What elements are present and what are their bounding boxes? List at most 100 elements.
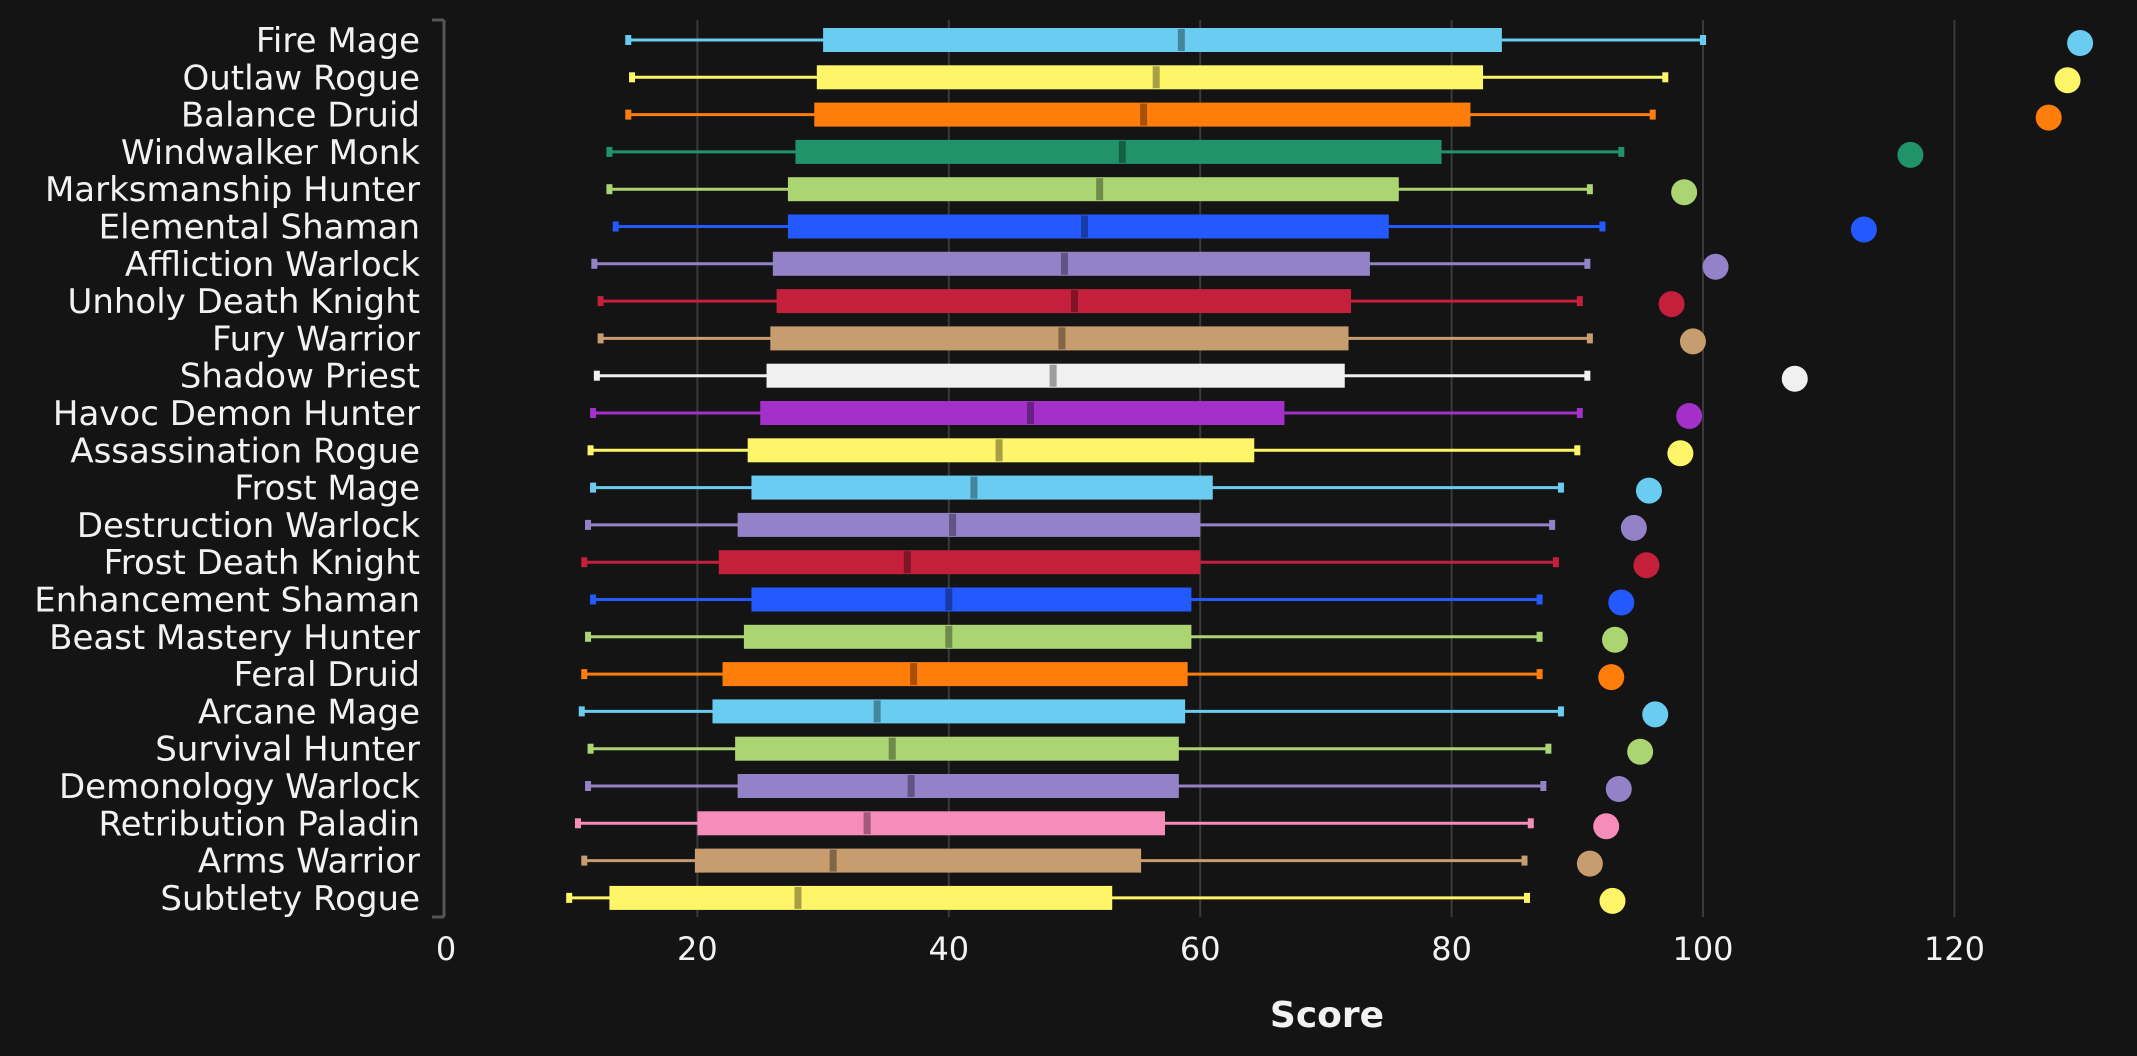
box-iqr [814, 102, 1471, 127]
box-iqr [743, 624, 1192, 649]
grid-lines [696, 20, 1956, 917]
median-marker [1081, 215, 1089, 238]
whisker-max-cap [1552, 557, 1559, 568]
outlier-point [1599, 887, 1626, 914]
category-label: Havoc Demon Hunter [53, 394, 420, 434]
category-label: Beast Mastery Hunter [49, 618, 420, 658]
box-row [591, 251, 1729, 280]
whisker-max-cap [1586, 184, 1593, 195]
box-iqr [722, 662, 1188, 687]
median-marker [970, 476, 978, 499]
box-iqr [718, 550, 1201, 575]
median-marker [873, 700, 881, 723]
whisker-max-cap [1536, 594, 1543, 605]
whisker-max-cap [1557, 706, 1564, 717]
outlier-point [2054, 67, 2081, 94]
outlier-point [1605, 776, 1632, 802]
box-row [625, 28, 2094, 56]
x-axis-title: Score [1270, 995, 1384, 1036]
whisker-max-cap [1540, 781, 1547, 791]
median-marker [995, 439, 1003, 462]
median-marker [888, 737, 896, 760]
category-label: Frost Death Knight [104, 543, 420, 583]
x-tick-label: 0 [436, 930, 456, 968]
whisker-min-cap [566, 892, 573, 903]
outlier-point [1850, 216, 1877, 243]
box-row [590, 587, 1635, 616]
category-label: Assassination Rogue [70, 431, 420, 471]
box-iqr [787, 177, 1399, 202]
whisker-min-cap [625, 35, 632, 45]
whisker-max-cap [1574, 445, 1581, 456]
whisker-min-cap [597, 296, 604, 307]
outlier-point [1598, 664, 1625, 691]
box-iqr [694, 848, 1142, 873]
box-iqr [712, 699, 1186, 724]
box-row [581, 662, 1625, 691]
y-axis [432, 18, 446, 919]
outlier-point [1667, 440, 1694, 467]
box-row [581, 550, 1660, 579]
box-iqr [697, 811, 1166, 836]
category-label: Balance Druid [181, 96, 420, 136]
box-iqr [772, 251, 1370, 276]
box-row [585, 512, 1647, 541]
median-marker [1118, 140, 1126, 163]
box-row [593, 363, 1808, 392]
whisker-min-cap [581, 557, 588, 568]
whisker-max-cap [1521, 855, 1528, 866]
category-label: Windwalker Monk [121, 133, 420, 173]
median-marker [1152, 66, 1160, 89]
box-iqr [735, 736, 1179, 761]
whisker-min-cap [591, 258, 598, 269]
box-iqr [823, 28, 1502, 52]
whisker-min-cap [590, 594, 597, 605]
median-marker [1049, 364, 1057, 387]
whisker-min-cap [585, 781, 592, 791]
box-iqr [609, 885, 1113, 910]
whisker-min-cap [585, 519, 592, 530]
whisker-min-cap [593, 370, 600, 381]
whisker-min-cap [606, 146, 613, 157]
whisker-min-cap [590, 482, 597, 493]
x-tick-label: 80 [1431, 930, 1472, 968]
median-marker [1140, 103, 1148, 126]
category-label: Arms Warrior [198, 842, 420, 882]
x-tick-label: 100 [1672, 930, 1733, 968]
category-label: Fire Mage [256, 21, 420, 61]
category-label: Outlaw Rogue [183, 58, 421, 98]
x-axis-ticks: 0 20 40 60 80 100 120 [436, 930, 1985, 968]
whisker-min-cap [612, 221, 619, 232]
outlier-point [1627, 738, 1654, 765]
whisker-min-cap [578, 706, 585, 717]
box-row [590, 401, 1703, 429]
box-row [597, 289, 1685, 318]
outlier-point [1633, 552, 1660, 579]
category-label: Feral Druid [234, 655, 420, 695]
category-label: Unholy Death Knight [67, 282, 420, 322]
outlier-point [1658, 291, 1685, 318]
box-iqr [795, 139, 1442, 164]
whisker-min-cap [585, 631, 592, 642]
outlier-point [2035, 104, 2062, 131]
outlier-point [2067, 30, 2094, 56]
outlier-point [1602, 626, 1629, 653]
box-iqr [766, 363, 1345, 388]
box-row [587, 438, 1694, 467]
whisker-max-cap [1576, 296, 1583, 307]
category-label: Destruction Warlock [77, 506, 420, 546]
whisker-max-cap [1584, 258, 1591, 269]
box-row [629, 65, 2081, 94]
whisker-max-cap [1545, 743, 1552, 754]
whisker-min-cap [625, 109, 632, 120]
box-iqr [751, 587, 1192, 612]
category-label: Fury Warrior [212, 319, 420, 359]
category-label: Enhancement Shaman [34, 581, 420, 621]
box-iqr [751, 475, 1213, 500]
whisker-max-cap [1649, 109, 1656, 120]
category-label: Demonology Warlock [59, 767, 420, 807]
outlier-point [1593, 813, 1620, 840]
median-marker [1060, 252, 1068, 275]
box-row [574, 811, 1620, 840]
box-iqr [770, 326, 1349, 351]
